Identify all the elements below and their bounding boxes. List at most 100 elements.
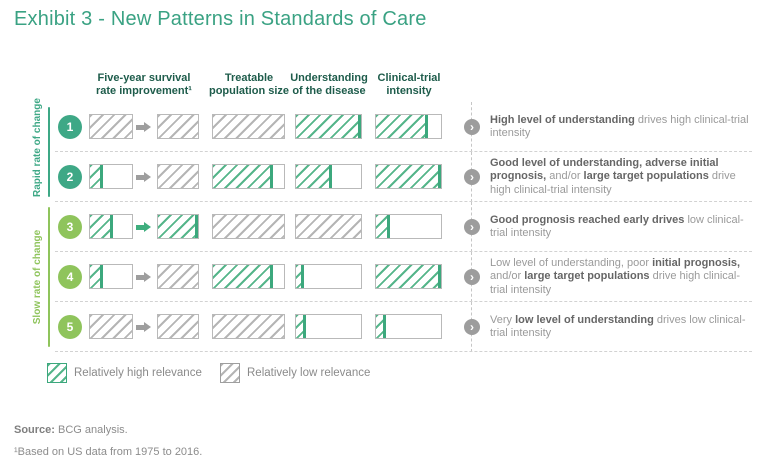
chevron-icon: › xyxy=(464,219,480,235)
arrow-bar xyxy=(136,124,144,130)
pattern-row: 2 › Good level of understanding, adverse i… xyxy=(0,152,768,202)
bar-fill xyxy=(90,265,103,288)
bar-box-understanding xyxy=(295,264,362,289)
row-separator xyxy=(55,251,752,252)
description-segment: and/or xyxy=(490,270,525,283)
bar-box-clinical-trial-intensity xyxy=(375,214,442,239)
bar-box-survival-after xyxy=(157,264,199,289)
bar-fill xyxy=(376,165,441,188)
description-segment: low level of understanding xyxy=(515,313,654,326)
description-segment: drives high clinical-trial intensity xyxy=(490,113,749,140)
arrow-head xyxy=(144,172,151,182)
arrow-icon xyxy=(136,222,151,232)
low-relevance-swatch-icon xyxy=(220,363,240,383)
bar-box-clinical-trial-intensity xyxy=(375,114,442,139)
bar-fill xyxy=(296,165,332,188)
row-separator xyxy=(55,351,752,352)
bar-box-survival-before xyxy=(89,264,133,289)
arrow-icon xyxy=(136,272,151,282)
description-segment: Good prognosis reached early drives xyxy=(490,213,685,226)
bar-box-understanding xyxy=(295,314,362,339)
description-segment: and/or xyxy=(546,170,584,183)
legend-high-relevance: Relatively high relevance xyxy=(47,363,202,383)
column-header-survival: Five-year survival rate improvement¹ xyxy=(96,72,192,97)
legend-label: Relatively low relevance xyxy=(247,367,371,379)
description-segment: initial prognosis, xyxy=(652,256,741,269)
pattern-row: 3 › Good prognosis reached early drives lo… xyxy=(0,202,768,252)
chevron-icon: › xyxy=(464,269,480,285)
chevron-icon: › xyxy=(464,319,480,335)
description-segment: low clinical-trial intensity xyxy=(490,213,744,240)
bar-fill xyxy=(90,315,132,338)
row-separator xyxy=(55,301,752,302)
row-number-badge: 5 xyxy=(58,315,82,339)
arrow-icon xyxy=(136,172,151,182)
source-text: BCG analysis. xyxy=(54,424,128,436)
chevron-icon: › xyxy=(464,169,480,185)
row-number-badge: 3 xyxy=(58,215,82,239)
arrow-bar xyxy=(136,274,144,280)
bar-box-treatable-population xyxy=(212,164,285,189)
bar-box-survival-before xyxy=(89,164,133,189)
row-number-badge: 2 xyxy=(58,165,82,189)
bar-fill xyxy=(213,165,274,188)
bar-box-treatable-population xyxy=(212,314,285,339)
bar-fill xyxy=(213,115,284,138)
bar-fill xyxy=(158,115,198,138)
bar-fill xyxy=(158,215,198,238)
bar-box-treatable-population xyxy=(212,264,285,289)
row-separator xyxy=(55,151,752,152)
bar-box-treatable-population xyxy=(212,114,285,139)
arrow-icon xyxy=(136,122,151,132)
bar-box-clinical-trial-intensity xyxy=(375,314,442,339)
arrow-head xyxy=(144,122,151,132)
bar-fill xyxy=(296,215,361,238)
bar-box-treatable-population xyxy=(212,214,285,239)
description-segment: Low level of understanding, poor xyxy=(490,256,653,269)
description-segment: drive high clinical-trial intensity xyxy=(490,270,741,296)
row-description: High level of understanding drives high … xyxy=(490,102,752,152)
row-description: Good level of understanding, adverse ini… xyxy=(490,152,752,202)
row-description: Good prognosis reached early drives low … xyxy=(490,202,752,252)
arrow-bar xyxy=(136,174,144,180)
bar-fill xyxy=(90,115,132,138)
high-relevance-swatch-icon xyxy=(47,363,67,383)
row-separator xyxy=(55,201,752,202)
bar-box-understanding xyxy=(295,114,362,139)
bar-box-survival-after xyxy=(157,314,199,339)
slow-group-line xyxy=(48,207,50,347)
description-segment: High level of understanding xyxy=(490,113,635,126)
description-segment: Very xyxy=(490,313,516,326)
bar-box-clinical-trial-intensity xyxy=(375,264,442,289)
exhibit-title: Exhibit 3 - New Patterns in Standards of… xyxy=(14,8,427,30)
row-number-badge: 1 xyxy=(58,115,82,139)
bar-fill xyxy=(376,315,386,338)
source-label: Source: xyxy=(14,424,55,436)
bar-fill xyxy=(213,265,274,288)
bar-fill xyxy=(376,265,441,288)
bar-box-understanding xyxy=(295,214,362,239)
bar-fill xyxy=(213,215,284,238)
pattern-row: 1 › High level of understanding drives hig… xyxy=(0,102,768,152)
bar-box-survival-before xyxy=(89,314,133,339)
chevron-icon: › xyxy=(464,119,480,135)
bar-box-survival-after xyxy=(157,114,199,139)
column-header-understanding: Understanding of the disease xyxy=(290,72,368,97)
arrow-bar xyxy=(136,324,144,330)
arrow-head xyxy=(144,222,151,232)
bar-fill xyxy=(296,315,306,338)
bar-fill xyxy=(213,315,284,338)
bar-fill xyxy=(296,115,361,138)
bar-fill xyxy=(158,315,198,338)
arrow-head xyxy=(144,322,151,332)
description-segment: Good level of understanding, adverse ini… xyxy=(490,156,719,183)
bar-box-survival-after xyxy=(157,164,199,189)
bar-fill xyxy=(296,265,304,288)
bar-box-survival-before xyxy=(89,114,133,139)
row-description: Very low level of understanding drives l… xyxy=(490,302,752,352)
description-segment: drive high clinical-trial intensity xyxy=(490,170,736,196)
bar-box-understanding xyxy=(295,164,362,189)
rapid-group-line xyxy=(48,107,50,197)
bar-fill xyxy=(90,215,114,238)
